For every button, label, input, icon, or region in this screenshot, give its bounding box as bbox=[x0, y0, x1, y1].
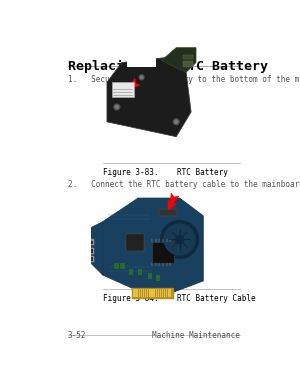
Bar bbox=[160, 209, 177, 216]
Bar bbox=[156, 289, 157, 298]
Bar bbox=[129, 269, 133, 275]
Bar bbox=[145, 289, 146, 298]
Bar bbox=[87, 239, 94, 245]
Polygon shape bbox=[103, 198, 203, 299]
Bar bbox=[141, 289, 142, 298]
Bar bbox=[162, 289, 163, 298]
Bar bbox=[156, 275, 160, 281]
Text: Figure 3-84.    RTC Battery Cable: Figure 3-84. RTC Battery Cable bbox=[103, 294, 255, 303]
Bar bbox=[89, 249, 93, 253]
Bar bbox=[148, 273, 152, 279]
Text: Machine Maintenance: Machine Maintenance bbox=[152, 331, 240, 340]
Bar bbox=[147, 289, 148, 298]
Bar bbox=[115, 263, 119, 269]
Circle shape bbox=[175, 120, 178, 123]
Bar bbox=[135, 289, 136, 298]
Bar bbox=[169, 289, 171, 298]
Bar bbox=[152, 242, 174, 263]
Bar bbox=[138, 269, 142, 275]
Bar bbox=[143, 289, 144, 298]
Circle shape bbox=[115, 106, 118, 109]
Bar bbox=[137, 289, 138, 298]
Bar bbox=[134, 289, 135, 298]
Bar bbox=[164, 289, 165, 298]
Polygon shape bbox=[127, 53, 156, 68]
Circle shape bbox=[164, 224, 195, 255]
Text: Replacing the RTC Battery: Replacing the RTC Battery bbox=[68, 60, 268, 73]
Circle shape bbox=[139, 75, 144, 80]
Bar bbox=[132, 288, 174, 299]
Polygon shape bbox=[161, 48, 196, 73]
Bar bbox=[166, 289, 167, 298]
Polygon shape bbox=[107, 57, 191, 137]
Bar bbox=[89, 241, 93, 244]
Bar bbox=[87, 256, 94, 262]
Bar bbox=[154, 289, 155, 298]
Bar bbox=[148, 289, 150, 298]
Bar bbox=[87, 248, 94, 254]
Bar bbox=[126, 234, 144, 251]
Bar bbox=[152, 289, 154, 298]
Circle shape bbox=[173, 119, 179, 125]
Bar bbox=[89, 257, 93, 261]
Bar bbox=[183, 61, 193, 68]
Text: Figure 3-83.    RTC Battery: Figure 3-83. RTC Battery bbox=[103, 168, 227, 177]
Polygon shape bbox=[91, 222, 103, 275]
Circle shape bbox=[114, 104, 120, 110]
Bar bbox=[158, 289, 159, 298]
Text: 1.   Secure the RTC battery to the bottom of the mainboard using self adhesive t: 1. Secure the RTC battery to the bottom … bbox=[68, 75, 300, 84]
Bar bbox=[139, 289, 140, 298]
Bar bbox=[151, 289, 152, 298]
Bar bbox=[167, 289, 169, 298]
Text: 2.   Connect the RTC battery cable to the mainboard.: 2. Connect the RTC battery cable to the … bbox=[68, 180, 300, 189]
Bar bbox=[112, 82, 134, 97]
Bar bbox=[120, 263, 124, 269]
Circle shape bbox=[161, 220, 199, 258]
Bar bbox=[160, 289, 161, 298]
Text: 3-52: 3-52 bbox=[68, 331, 86, 340]
Bar bbox=[183, 55, 193, 59]
Circle shape bbox=[140, 76, 143, 79]
Circle shape bbox=[176, 236, 184, 244]
